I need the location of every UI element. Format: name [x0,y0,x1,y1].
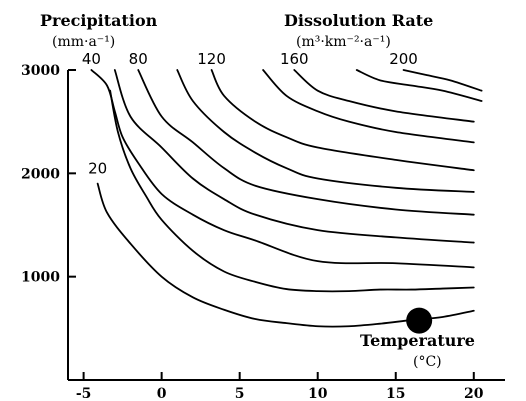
x-tick-label: 10 [308,386,328,401]
x-tick-label: 15 [386,386,405,401]
y-tick-label: 3000 [21,63,60,79]
y-axis-unit: (mm·a⁻¹) [52,34,115,50]
x-axis-unit: (°C) [413,354,442,370]
series-title: Dissolution Rate [284,11,433,30]
contour-line [96,182,475,328]
contour-label: 200 [389,50,418,68]
x-tick-label: -5 [76,386,92,401]
y-axis-title: Precipitation [40,11,158,30]
contour-line [355,69,483,102]
x-tick-label: 5 [235,386,245,401]
contour-label: 80 [129,50,148,68]
contour-line [262,69,475,144]
contour-line [90,69,475,269]
y-tick-label: 1000 [21,270,60,286]
x-axis-title: Temperature [360,331,475,350]
contour-label: 40 [82,50,101,68]
contour-line [137,69,475,216]
contour-line [113,69,475,244]
contour-lines [90,69,483,328]
contour-line [109,89,475,293]
x-tick-label: 0 [157,386,167,401]
highlight-point [406,307,433,334]
contour-label: 20 [88,160,107,178]
x-tick-label: 20 [464,386,484,401]
series-unit: (m³·km⁻²·a⁻¹) [296,34,391,50]
axis-ticks: -5 0 5 10 15 20 1000 2000 3000 [21,63,484,401]
contour-line [293,69,475,123]
contour-label: 120 [197,50,226,68]
y-tick-label: 2000 [21,166,60,182]
contour-line [402,69,483,92]
contour-line [210,69,475,172]
contour-line [176,69,475,193]
contour-label: 160 [280,50,309,68]
contour-labels: 20 40 80 120 160 200 [82,50,418,178]
marker-layer [406,307,433,334]
